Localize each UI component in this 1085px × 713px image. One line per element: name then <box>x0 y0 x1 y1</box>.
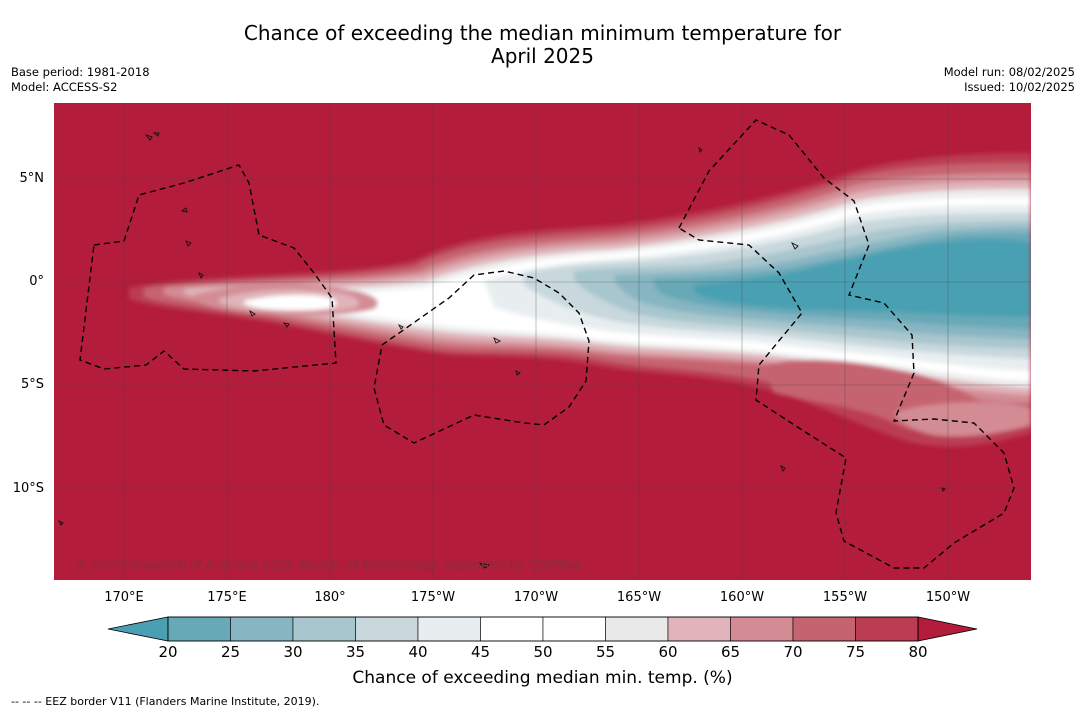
colorbar-tick-label: 45 <box>470 643 491 661</box>
colorbar-cell <box>605 616 669 642</box>
lat-label-0: 0° <box>29 274 44 289</box>
colorbar-tick-label: 35 <box>345 643 366 661</box>
lon-label-170e: 170°E <box>104 590 144 605</box>
coastlines <box>57 132 946 569</box>
probability-bands <box>129 153 1031 447</box>
colorbar-cell <box>417 616 481 642</box>
colorbar-cells <box>167 616 919 642</box>
model-name: Model: ACCESS-S2 <box>11 80 118 94</box>
lat-label-5s: 5°S <box>20 377 44 392</box>
colorbar-label: Chance of exceeding median min. temp. (%… <box>352 668 733 688</box>
colorbar-graphic <box>107 616 978 642</box>
colorbar-tick-label: 70 <box>783 643 803 661</box>
colorbar <box>107 616 978 642</box>
base-period: Base period: 1981-2018 <box>11 65 150 79</box>
lon-label-165w: 165°W <box>616 590 662 605</box>
lon-label-150w: 150°W <box>925 590 971 605</box>
colorbar-low-arrow <box>107 616 169 642</box>
colorbar-cell <box>167 616 231 642</box>
lat-label-5n: 5°N <box>19 171 45 186</box>
colorbar-cell <box>667 616 731 642</box>
lon-label-175e: 175°E <box>207 590 247 605</box>
colorbar-tick-label: 20 <box>158 643 178 661</box>
lon-label-180: 180° <box>314 590 346 605</box>
colorbar-tick-label: 30 <box>283 643 303 661</box>
colorbar-tick-label: 55 <box>595 643 616 661</box>
lon-label-170w: 170°W <box>513 590 559 605</box>
colorbar-tick-label: 60 <box>658 643 678 661</box>
eez-border-central <box>373 270 590 444</box>
model-info: Base period: 1981-2018 Model: ACCESS-S2 <box>11 65 150 95</box>
colorbar-cell <box>230 616 294 642</box>
title-line-1: Chance of exceeding the median minimum t… <box>243 21 842 45</box>
graticule <box>54 103 1031 580</box>
colorbar-cell <box>480 616 544 642</box>
colorbar-high-arrow <box>917 616 978 642</box>
colorbar-cell <box>355 616 419 642</box>
island-white-core <box>243 294 337 311</box>
lon-label-175w: 175°W <box>410 590 456 605</box>
eez-border-east <box>678 119 1015 569</box>
colorbar-frame <box>167 616 919 642</box>
colorbar-cell <box>730 616 794 642</box>
colorbar-tick-label: 25 <box>220 643 241 661</box>
eez-border-west <box>79 164 337 372</box>
colorbar-tick-label: 80 <box>908 643 928 661</box>
colorbar-tick-label: 65 <box>720 643 741 661</box>
eez-borders <box>79 119 1015 569</box>
lon-label-155w: 155°W <box>822 590 868 605</box>
lat-label-10s: 10°S <box>12 481 44 496</box>
colorbar-cell <box>542 616 606 642</box>
band-below-20 <box>693 239 1031 317</box>
title-line-2: April 2025 <box>491 44 594 68</box>
model-run: Model run: 08/02/2025 <box>943 65 1075 79</box>
colorbar-cell <box>792 616 856 642</box>
eez-legend-note: -- -- -- EEZ border V11 (Flanders Marine… <box>11 695 320 708</box>
colorbar-tick-label: 50 <box>533 643 553 661</box>
map-title: Chance of exceeding the median minimum t… <box>0 22 1085 68</box>
issued-date: Issued: 10/02/2025 <box>964 80 1075 94</box>
colorbar-tick-label: 40 <box>408 643 428 661</box>
copyright-notice: © Commonwealth of Australia 2025, Bureau… <box>76 558 582 572</box>
forecast-map <box>54 103 1031 580</box>
lon-label-160w: 160°W <box>719 590 765 605</box>
colorbar-tick-label: 75 <box>845 643 866 661</box>
colorbar-cell <box>855 616 919 642</box>
map-canvas <box>54 103 1031 580</box>
south-light-lobe <box>894 402 1031 437</box>
colorbar-cell <box>292 616 356 642</box>
run-info: Model run: 08/02/2025 Issued: 10/02/2025 <box>944 65 1075 95</box>
